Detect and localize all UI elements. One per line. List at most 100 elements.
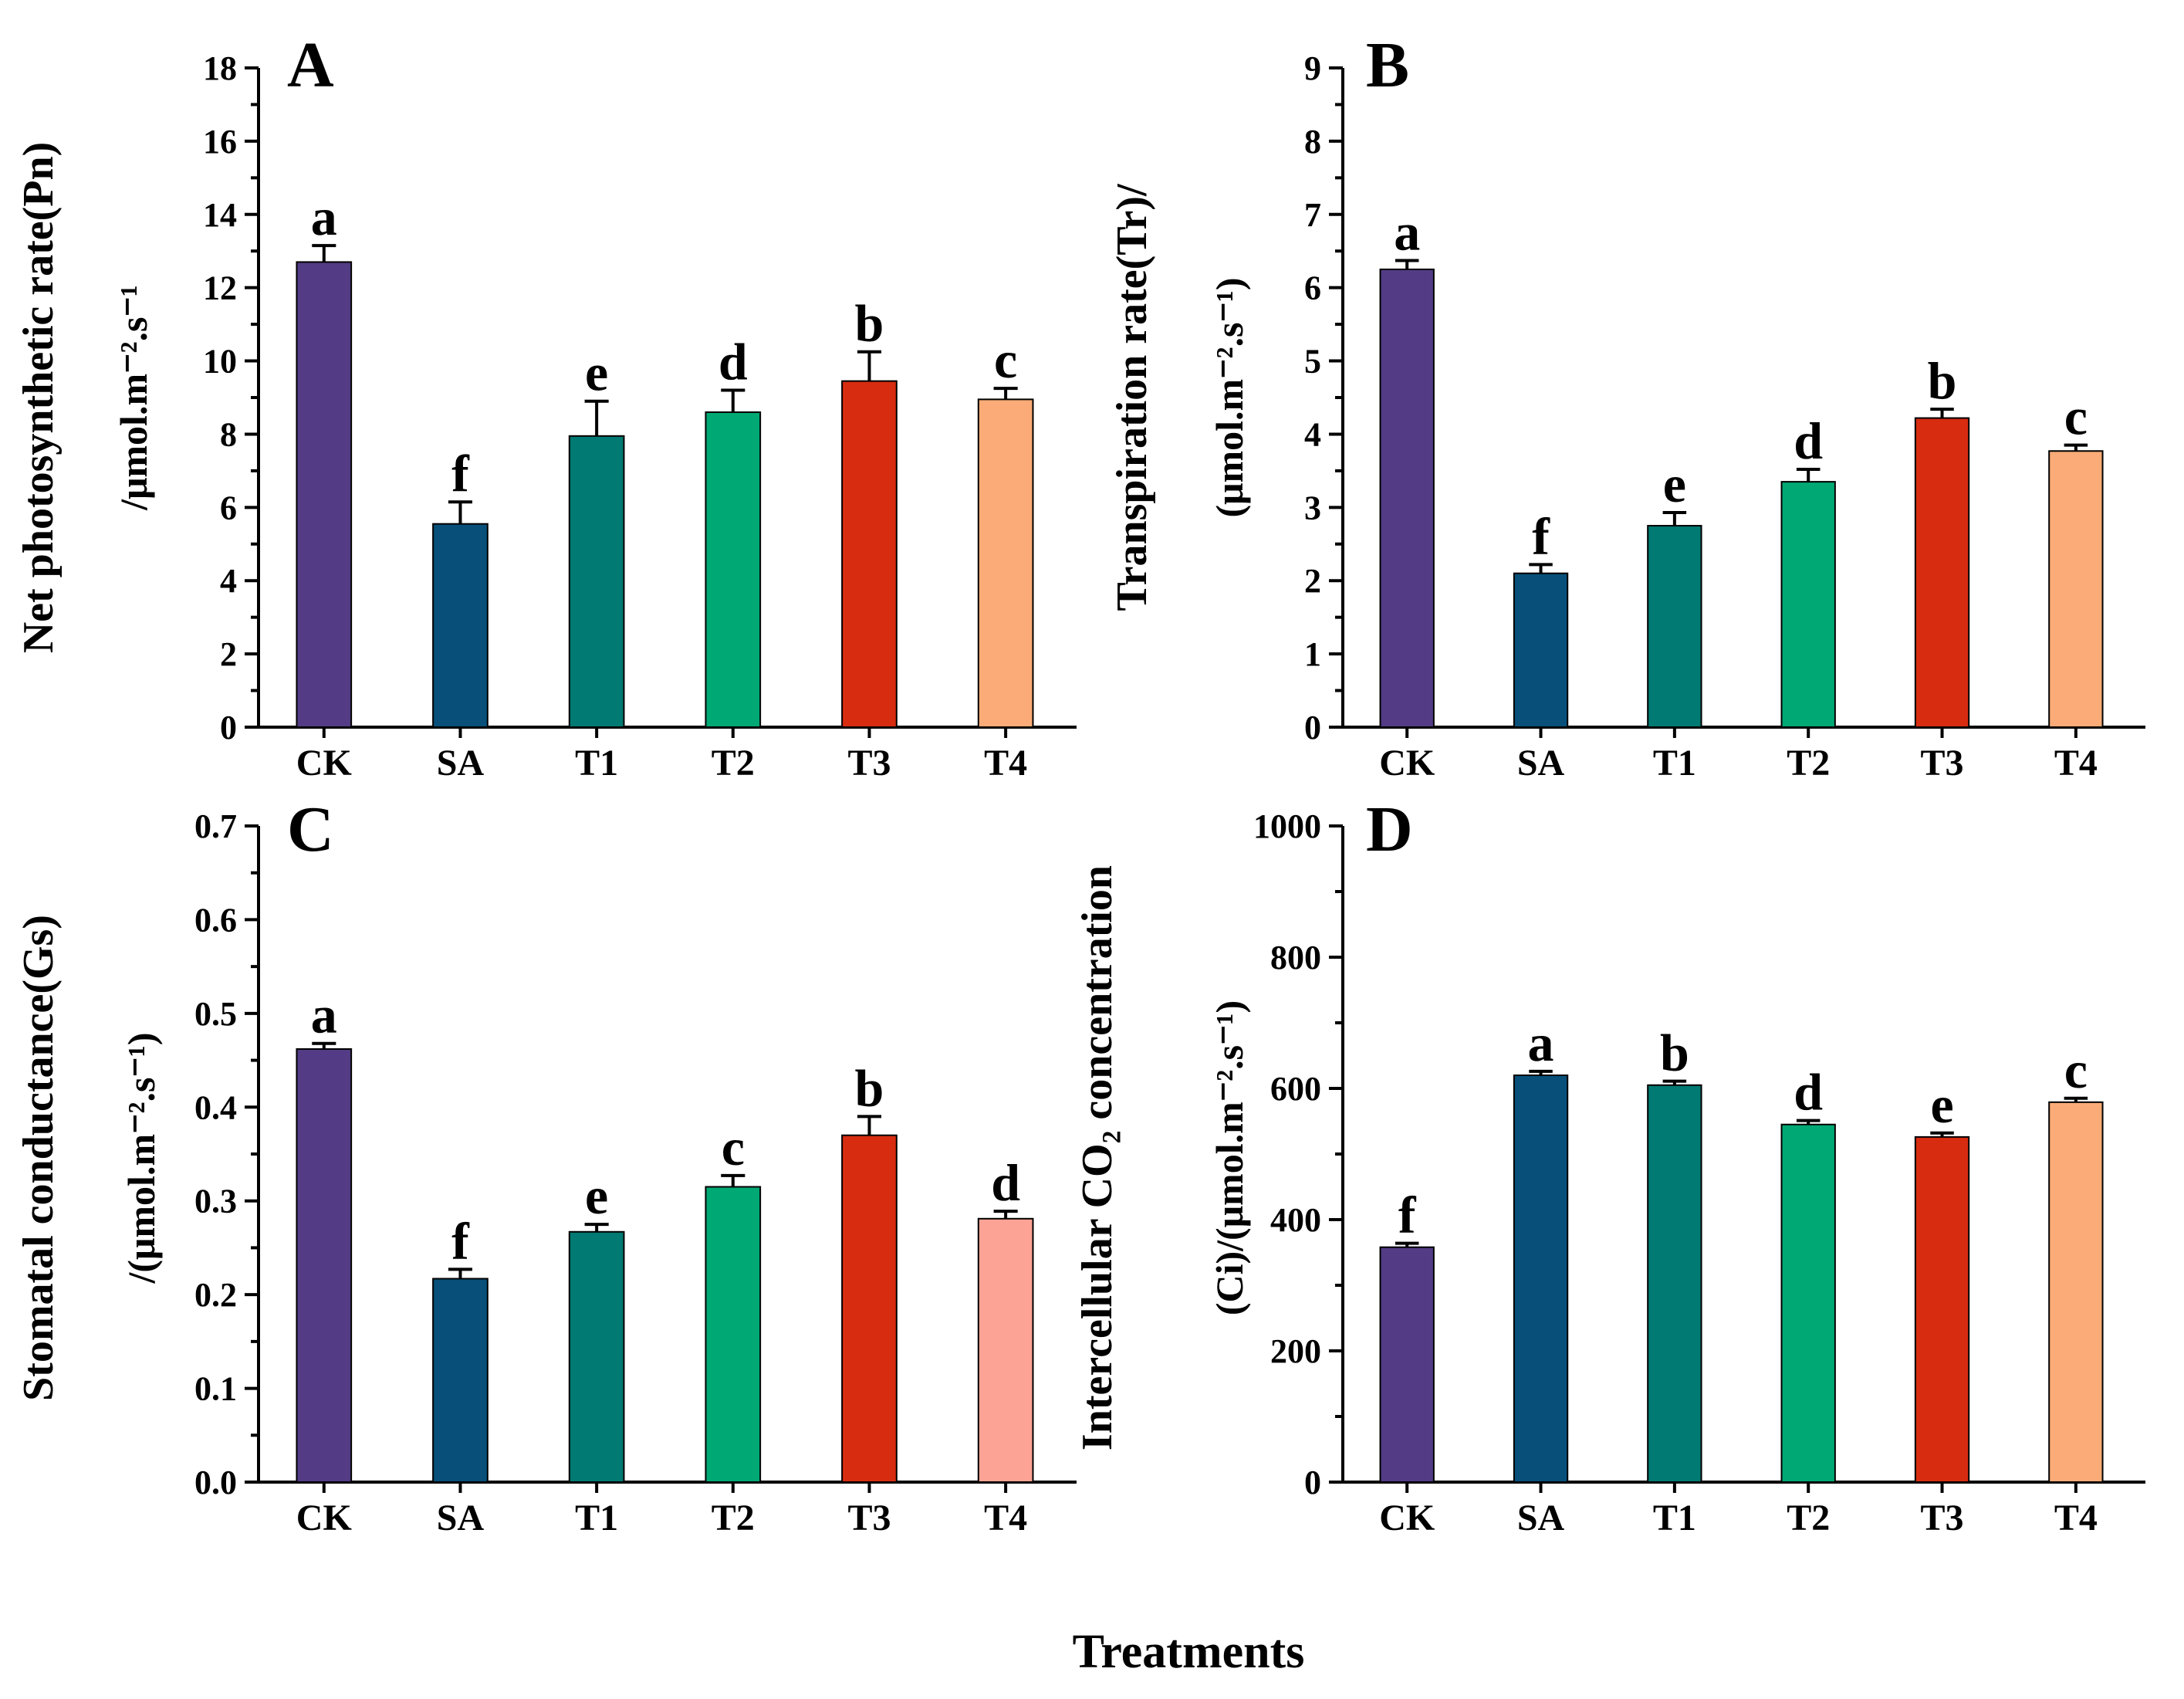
x-tick-label: T4 [2054,743,2098,784]
y-tick-label: 0.6 [194,901,237,939]
panel-letter: C [287,794,334,865]
y-tick-label: 0 [1304,709,1321,746]
y-tick-label: 0 [1304,1464,1321,1501]
significance-letter: f [451,444,470,503]
bar-t4 [977,398,1034,728]
y-tick-label: 0.0 [194,1464,237,1501]
bar-t2 [705,1186,762,1483]
y-tick-label: 1000 [1253,807,1321,845]
y-tick-label: 5 [1304,343,1321,381]
significance-letter: b [1660,1024,1689,1082]
x-tick-label: T3 [1921,743,1964,784]
significance-letter: d [1794,1063,1823,1122]
x-tick-label: SA [1517,1498,1565,1538]
y-tick-label: 400 [1270,1201,1321,1239]
bar-t2 [705,411,762,728]
significance-letter: a [311,986,337,1044]
y-axis-unit: (μmol.m⁻².s⁻¹) [1208,277,1251,517]
y-tick-label: 2 [220,635,237,673]
bar-t2 [1780,481,1836,728]
y-tick-label: 0.3 [194,1183,237,1220]
y-tick-label: 2 [1304,562,1321,600]
panel-d: 0 200 400 600 800 1000 f CK a SA b T1 d T2 e T3 c T4 D Inte… [1073,794,2145,1538]
x-tick-label: CK [1379,743,1435,784]
x-tick-label: T1 [575,743,618,784]
significance-letter: c [2064,388,2088,446]
x-tick-label: SA [437,1498,485,1538]
significance-letter: b [855,1058,884,1117]
y-tick-label: 14 [203,196,237,234]
y-axis-unit: (Ci)/(μmol.m⁻².s⁻¹) [1208,1000,1251,1315]
x-tick-label: CK [296,743,352,784]
x-tick-label: T4 [984,743,1027,784]
bar-ck [296,261,353,728]
bar-t3 [841,1134,898,1483]
significance-letter: b [855,294,884,353]
y-tick-label: 1 [1304,635,1321,673]
panel-letter: B [1366,29,1409,101]
y-axis-unit: /μmol.m⁻².s⁻¹ [112,285,155,511]
x-tick-label: SA [1517,743,1565,784]
x-tick-label: SA [437,743,485,784]
y-tick-label: 12 [203,269,237,307]
panel-letter: A [287,29,334,101]
significance-letter: e [585,1166,608,1225]
significance-letter: d [718,333,748,391]
y-tick-label: 4 [220,562,237,600]
bar-t3 [1914,417,1970,729]
y-tick-label: 0.5 [194,995,237,1033]
y-axis-unit: /(μmol.m⁻².s⁻¹) [120,1033,163,1284]
y-tick-label: 6 [220,489,237,526]
bar-t1 [568,435,625,728]
y-tick-label: 0.7 [194,807,237,845]
panel-letter: D [1366,794,1413,865]
bar-sa [432,523,489,729]
significance-letter: a [1528,1014,1554,1072]
bar-t1 [1647,525,1702,728]
bar-sa [1513,572,1569,728]
bar-t1 [568,1230,625,1484]
x-tick-label: T1 [1653,743,1696,784]
x-tick-label: T1 [575,1498,618,1538]
y-axis-title: Intercellular CO₂ concentration [1073,865,1121,1450]
significance-letter: d [1794,411,1823,470]
significance-letter: e [585,344,608,402]
x-tick-label: T3 [847,743,891,784]
significance-letter: e [1930,1075,1953,1134]
y-tick-label: 8 [220,415,237,453]
panel-a: 0 2 4 6 8 10 12 14 16 18 a CK f SA e T1 d T2 b T3 c T4 A Net ph… [15,29,1077,784]
panel-b: 0 1 2 3 4 5 6 7 8 9 a CK f SA e T1 d T2 b T3 c T4 B Transpirati… [1108,29,2145,784]
bar-ck [1379,268,1435,728]
x-tick-label: T2 [1787,743,1830,784]
y-tick-label: 9 [1304,49,1321,87]
x-tick-label: T1 [1653,1498,1696,1538]
x-tick-label: T4 [2054,1498,2098,1538]
significance-letter: c [722,1118,745,1176]
significance-letter: f [1398,1186,1417,1244]
x-tick-label: T2 [712,743,755,784]
y-tick-label: 7 [1304,196,1321,234]
x-tick-label: T2 [1787,1498,1830,1538]
y-tick-label: 0.4 [194,1088,237,1126]
bar-t4 [2048,450,2104,728]
y-tick-label: 600 [1270,1070,1321,1108]
significance-letter: a [1394,203,1420,262]
bar-t4 [2048,1101,2104,1483]
y-tick-label: 16 [203,123,237,161]
bar-ck [1379,1246,1435,1483]
significance-letter: c [2064,1041,2088,1099]
y-tick-label: 8 [1304,123,1321,161]
x-tick-label: T3 [847,1498,891,1538]
x-tick-label: CK [1379,1498,1435,1538]
bar-t2 [1780,1123,1836,1483]
bar-ck [296,1048,353,1483]
significance-letter: a [311,188,337,246]
significance-letter: e [1663,455,1686,513]
significance-letter: f [1532,506,1550,565]
significance-letter: f [451,1211,470,1270]
y-axis-title: Transpiration rate(Tr)/ [1108,183,1156,611]
x-tick-label: T3 [1921,1498,1964,1538]
x-tick-label: CK [296,1498,352,1538]
y-tick-label: 0 [220,709,237,746]
